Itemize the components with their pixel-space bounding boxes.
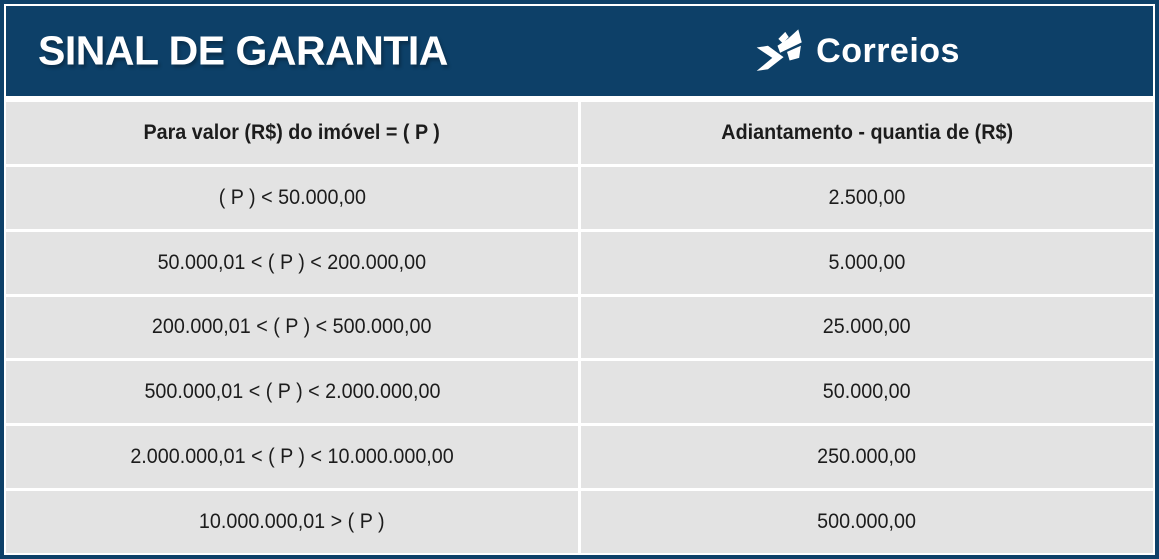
adiantamento-text: 50.000,00 <box>823 380 911 404</box>
correios-wordmark: Correios <box>816 31 960 70</box>
adiantamento-cell: 5.000,00 <box>581 231 1153 294</box>
valor-range-text: 50.000,01 < ( P ) < 200.000,00 <box>157 250 427 274</box>
adiantamento-text: 250.000,00 <box>817 445 917 469</box>
table-row: 50.000,01 < ( P ) < 200.000,00 5.000,00 <box>6 231 1153 294</box>
adiantamento-cell: 250.000,00 <box>581 426 1153 489</box>
content-area: SINAL DE GARANTIA Correios Para valor (R… <box>4 4 1155 555</box>
adiantamento-text: 2.500,00 <box>828 185 906 209</box>
table-row: 2.000.000,01 < ( P ) < 10.000.000,00 250… <box>6 426 1153 489</box>
adiantamento-cell: 500.000,00 <box>581 491 1153 553</box>
adiantamento-cell: 25.000,00 <box>581 296 1153 359</box>
valor-range-text: 500.000,01 < ( P ) < 2.000.000,00 <box>144 380 440 404</box>
adiantamento-text: 25.000,00 <box>823 315 911 339</box>
page-title: SINAL DE GARANTIA <box>38 27 448 74</box>
valor-range-cell: 50.000,01 < ( P ) < 200.000,00 <box>6 231 578 294</box>
valor-range-text: 10.000.000,01 > ( P ) <box>199 510 385 534</box>
valor-range-text: 200.000,01 < ( P ) < 500.000,00 <box>152 315 432 339</box>
valor-range-cell: ( P ) < 50.000,00 <box>6 166 578 229</box>
table-row: 200.000,01 < ( P ) < 500.000,00 25.000,0… <box>6 296 1153 359</box>
header-band: SINAL DE GARANTIA Correios <box>6 6 1153 96</box>
adiantamento-cell: 2.500,00 <box>581 166 1153 229</box>
valor-range-cell: 10.000.000,01 > ( P ) <box>6 491 578 553</box>
adiantamento-text: 5.000,00 <box>828 250 906 274</box>
table-row: ( P ) < 50.000,00 2.500,00 <box>6 166 1153 229</box>
column-header-valor-label: Para valor (R$) do imóvel = ( P ) <box>143 120 441 144</box>
valor-range-cell: 200.000,01 < ( P ) < 500.000,00 <box>6 296 578 359</box>
column-header-valor: Para valor (R$) do imóvel = ( P ) <box>6 102 578 164</box>
column-header-adiantamento: Adiantamento - quantia de (R$) <box>581 102 1153 164</box>
correios-logo: Correios <box>754 28 960 74</box>
table-row: 500.000,01 < ( P ) < 2.000.000,00 50.000… <box>6 361 1153 424</box>
valor-range-cell: 2.000.000,01 < ( P ) < 10.000.000,00 <box>6 426 578 489</box>
garantia-table: Para valor (R$) do imóvel = ( P ) Adiant… <box>6 102 1153 553</box>
adiantamento-text: 500.000,00 <box>817 510 917 534</box>
correios-arrows-icon <box>756 29 802 71</box>
valor-range-cell: 500.000,01 < ( P ) < 2.000.000,00 <box>6 361 578 424</box>
adiantamento-cell: 50.000,00 <box>581 361 1153 424</box>
table-header-row: Para valor (R$) do imóvel = ( P ) Adiant… <box>6 102 1153 164</box>
table-row: 10.000.000,01 > ( P ) 500.000,00 <box>6 491 1153 553</box>
valor-range-text: 2.000.000,01 < ( P ) < 10.000.000,00 <box>130 445 454 469</box>
valor-range-text: ( P ) < 50.000,00 <box>218 185 366 209</box>
column-header-adiantamento-label: Adiantamento - quantia de (R$) <box>721 120 1013 144</box>
